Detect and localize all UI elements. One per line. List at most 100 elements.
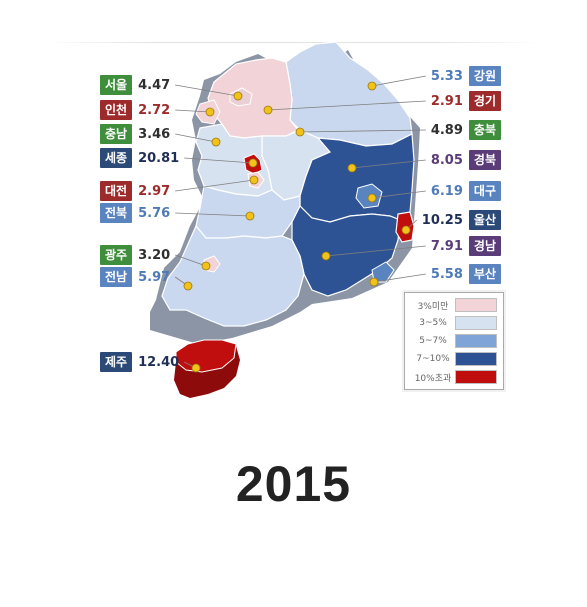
- value-gyeongbuk: 8.05: [430, 152, 463, 168]
- label-sejong: 세종 20.81: [100, 148, 184, 168]
- value-sejong: 20.81: [138, 150, 180, 166]
- badge-daejeon: 대전: [100, 181, 133, 201]
- label-daegu: 6.19 대구: [426, 181, 501, 201]
- legend-swatch: [455, 334, 497, 348]
- badge-sejong: 세종: [100, 148, 133, 168]
- leader-line-gyeongbuk: [351, 159, 426, 169]
- label-gyeongbuk: 8.05 경북: [426, 150, 501, 170]
- label-jeju: 제주 12.40: [100, 352, 184, 372]
- badge-chungnam: 충남: [100, 124, 133, 144]
- legend-label: 3~5%: [419, 318, 447, 328]
- pin-daejeon: [249, 175, 259, 185]
- pin-sejong: [248, 158, 258, 168]
- value-jeonbuk: 5.76: [138, 205, 171, 221]
- legend-row-5to7: 5~7%: [411, 333, 499, 349]
- pin-jeonnam: [183, 281, 193, 291]
- pin-busan: [369, 277, 379, 287]
- value-seoul: 4.47: [138, 77, 171, 93]
- badge-daegu: 대구: [468, 181, 501, 201]
- label-incheon: 인천 2.72: [100, 100, 175, 120]
- pin-gwangju: [201, 261, 211, 271]
- label-jeonbuk: 전북 5.76: [100, 203, 175, 223]
- leader-line-gyeongnam: [325, 245, 426, 257]
- pin-incheon: [205, 107, 215, 117]
- legend-swatch: [455, 298, 497, 312]
- legend-row-under3: 3%미만: [411, 297, 499, 313]
- badge-gwangju: 광주: [100, 245, 133, 265]
- value-gyeongnam: 7.91: [430, 238, 463, 254]
- label-gangwon: 5.33 강원: [426, 66, 501, 86]
- leader-line-daegu: [371, 190, 426, 199]
- label-daejeon: 대전 2.97: [100, 181, 175, 201]
- value-jeonnam: 5.97: [138, 269, 171, 285]
- value-chungnam: 3.46: [138, 126, 171, 142]
- legend-box: 3%미만 3~5% 5~7% 7~10% 10%초과: [404, 292, 504, 390]
- region-jeonnam: [161, 224, 305, 327]
- label-busan: 5.58 부산: [426, 264, 501, 284]
- leader-line-daejeon: [175, 179, 255, 192]
- legend-label: 3%미만: [417, 301, 449, 312]
- value-gangwon: 5.33: [430, 68, 463, 84]
- label-seoul: 서울 4.47: [100, 75, 175, 95]
- value-gwangju: 3.20: [138, 247, 171, 263]
- pin-gyeongnam: [321, 251, 331, 261]
- badge-gyeongbuk: 경북: [468, 150, 501, 170]
- leader-line-gangwon: [371, 75, 426, 87]
- label-gwangju: 광주 3.20: [100, 245, 175, 265]
- legend-label: 5~7%: [419, 336, 447, 346]
- region-jeju: [175, 339, 237, 373]
- year-title: 2015: [235, 456, 352, 512]
- pin-ulsan: [401, 225, 411, 235]
- badge-jeju: 제주: [100, 352, 133, 372]
- value-ulsan: 10.25: [421, 212, 463, 228]
- badge-gyeonggi: 경기: [468, 91, 501, 111]
- pin-chungnam: [211, 137, 221, 147]
- badge-seoul: 서울: [100, 75, 133, 95]
- leader-line-seoul: [175, 84, 239, 97]
- value-gyeonggi: 2.91: [430, 93, 463, 109]
- leader-line-jeonbuk: [175, 212, 251, 217]
- legend-row-over10: 10%초과: [411, 369, 499, 385]
- pin-daegu: [367, 193, 377, 203]
- leader-line-incheon: [175, 109, 211, 113]
- leader-line-chungbuk: [299, 129, 426, 133]
- legend-row-7to10: 7~10%: [411, 351, 499, 367]
- label-gyeonggi: 2.91 경기: [426, 91, 501, 111]
- legend-label: 7~10%: [416, 354, 450, 364]
- badge-jeonnam: 전남: [100, 267, 133, 287]
- badge-chungbuk: 충북: [468, 120, 501, 140]
- badge-jeonbuk: 전북: [100, 203, 133, 223]
- leader-line-sejong: [184, 157, 254, 164]
- pin-gangwon: [367, 81, 377, 91]
- badge-busan: 부산: [468, 264, 501, 284]
- value-busan: 5.58: [430, 266, 463, 282]
- pin-jeju: [191, 363, 201, 373]
- badge-ulsan: 울산: [468, 210, 501, 230]
- value-daegu: 6.19: [430, 183, 463, 199]
- label-chungnam: 충남 3.46: [100, 124, 175, 144]
- label-ulsan: 10.25 울산: [417, 210, 501, 230]
- legend-swatch: [455, 370, 497, 384]
- leader-line-gyeonggi: [267, 100, 426, 111]
- legend-row-3to5: 3~5%: [411, 315, 499, 331]
- pin-seoul: [233, 91, 243, 101]
- label-chungbuk: 4.89 충북: [426, 120, 501, 140]
- pin-gyeonggi: [263, 105, 273, 115]
- pin-chungbuk: [295, 127, 305, 137]
- legend-label: 10%초과: [414, 373, 452, 384]
- label-jeonnam: 전남 5.97: [100, 267, 175, 287]
- value-jeju: 12.40: [138, 354, 180, 370]
- value-chungbuk: 4.89: [430, 122, 463, 138]
- legend-swatch: [455, 352, 497, 366]
- leader-line-chungnam: [175, 133, 217, 143]
- badge-gangwon: 강원: [468, 66, 501, 86]
- pin-jeonbuk: [245, 211, 255, 221]
- badge-gyeongnam: 경남: [468, 236, 501, 256]
- label-gyeongnam: 7.91 경남: [426, 236, 501, 256]
- leader-line-gwangju: [175, 254, 207, 267]
- value-incheon: 2.72: [138, 102, 171, 118]
- legend-swatch: [455, 316, 497, 330]
- value-daejeon: 2.97: [138, 183, 171, 199]
- badge-incheon: 인천: [100, 100, 133, 120]
